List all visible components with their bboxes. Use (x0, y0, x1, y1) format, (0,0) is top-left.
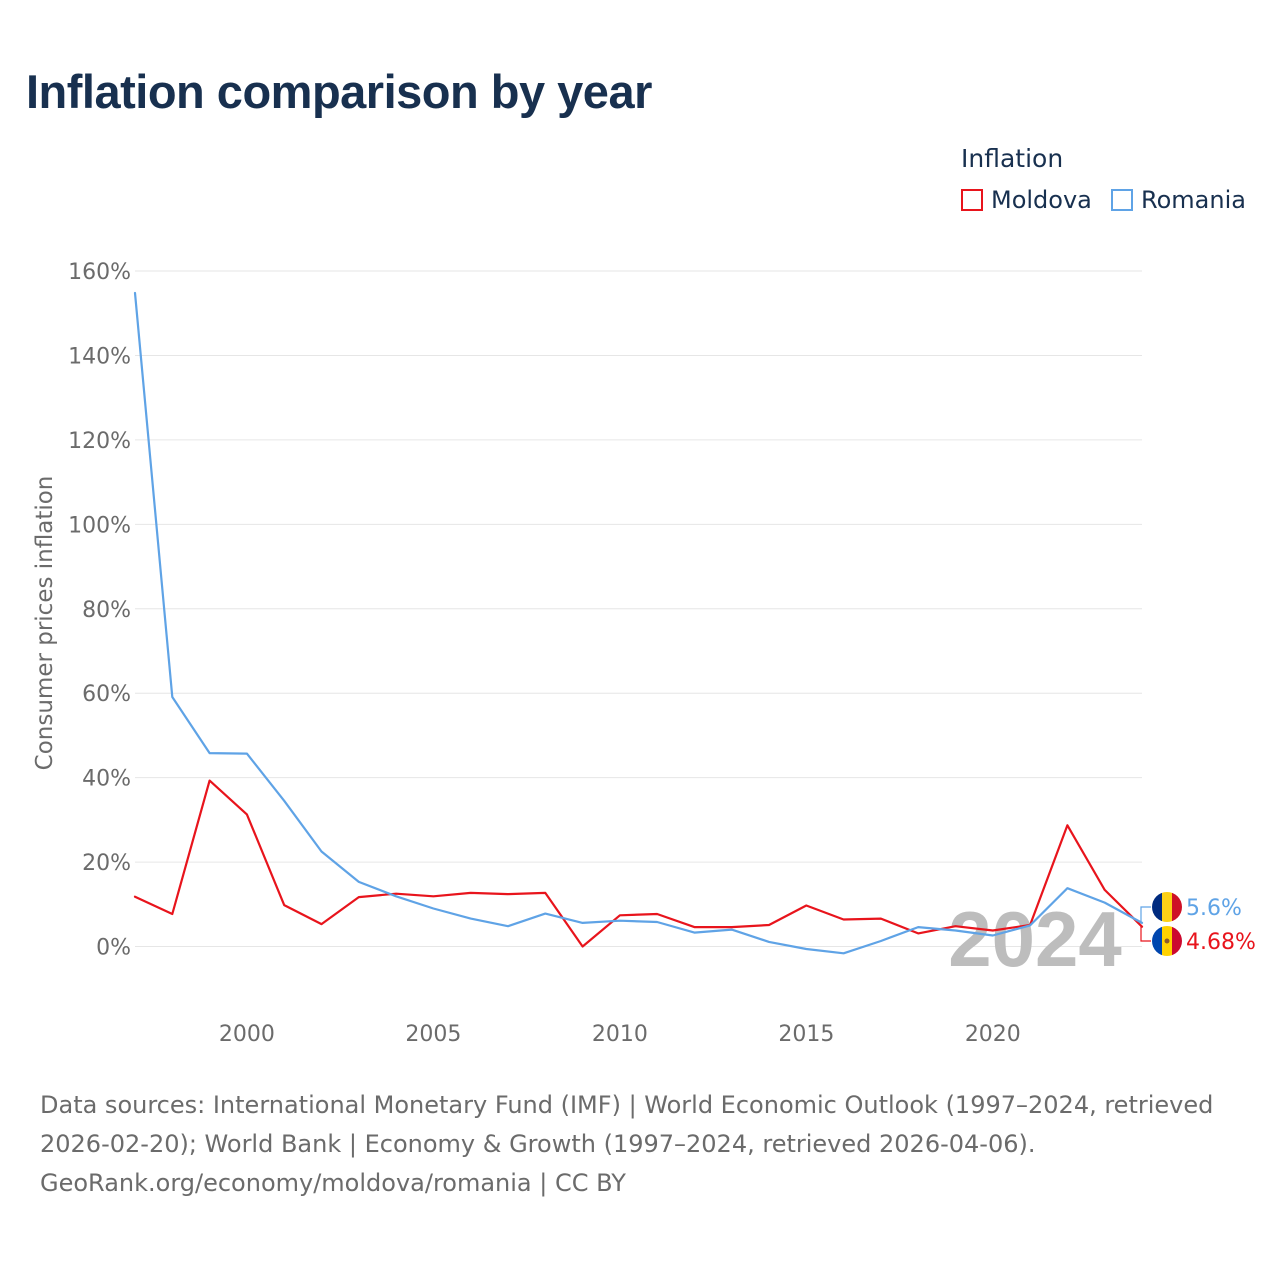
footer-sources: Data sources: International Monetary Fun… (40, 1091, 1214, 1158)
legend-item-romania[interactable]: Romania (1111, 186, 1246, 214)
connector-romania (1140, 906, 1151, 924)
year-watermark: 2024 (948, 895, 1122, 983)
y-tick-label: 80% (82, 598, 131, 623)
footer-credit: GeoRank.org/economy/moldova/romania | CC… (40, 1169, 626, 1197)
connector-moldova (1140, 926, 1151, 942)
flag-emblem (1164, 938, 1170, 944)
y-axis-label: Consumer prices inflation (32, 476, 58, 771)
legend-item-moldova[interactable]: Moldova (961, 186, 1092, 214)
x-tick-label: 2015 (778, 1022, 834, 1047)
series-line-romania[interactable] (133, 291, 1144, 955)
y-tick-label: 100% (68, 513, 131, 538)
flag-stripe-blue (1152, 926, 1162, 956)
x-tick-label: 2000 (219, 1022, 275, 1047)
moldova-flag-icon (1152, 926, 1182, 956)
flag-stripe-red (1172, 926, 1182, 956)
x-tick-label: 2005 (405, 1022, 461, 1047)
x-tick-label: 2020 (965, 1022, 1021, 1047)
end-label-moldova: 4.68% (1186, 930, 1256, 955)
legend-swatch-romania (1111, 189, 1133, 211)
y-tick-label: 120% (68, 429, 131, 454)
flag-stripe-blue (1152, 892, 1162, 922)
y-tick-label: 40% (82, 767, 131, 792)
romania-flag-icon (1152, 892, 1182, 922)
chart-title: Inflation comparison by year (26, 65, 652, 118)
line-chart: 0% 20% 40% 60% 80% 100% 120% 140% 160% 2000 2005 20… (32, 260, 1256, 1047)
footer: Data sources: International Monetary Fun… (40, 1086, 1255, 1203)
y-tick-label: 0% (96, 936, 131, 961)
flag-stripe-yellow (1162, 892, 1172, 922)
legend-title: Inflation (961, 144, 1064, 173)
legend-label-romania: Romania (1141, 186, 1246, 214)
legend-swatch-moldova (961, 189, 983, 211)
series-line-moldova[interactable] (133, 779, 1144, 948)
y-tick-label: 60% (82, 682, 131, 707)
x-tick-label: 2010 (592, 1022, 648, 1047)
y-tick-label: 20% (82, 851, 131, 876)
y-tick-label: 140% (68, 344, 131, 369)
y-tick-label: 160% (68, 260, 131, 285)
end-label-romania: 5.6% (1186, 896, 1242, 921)
flag-stripe-red (1172, 892, 1182, 922)
legend-label-moldova: Moldova (991, 186, 1092, 214)
